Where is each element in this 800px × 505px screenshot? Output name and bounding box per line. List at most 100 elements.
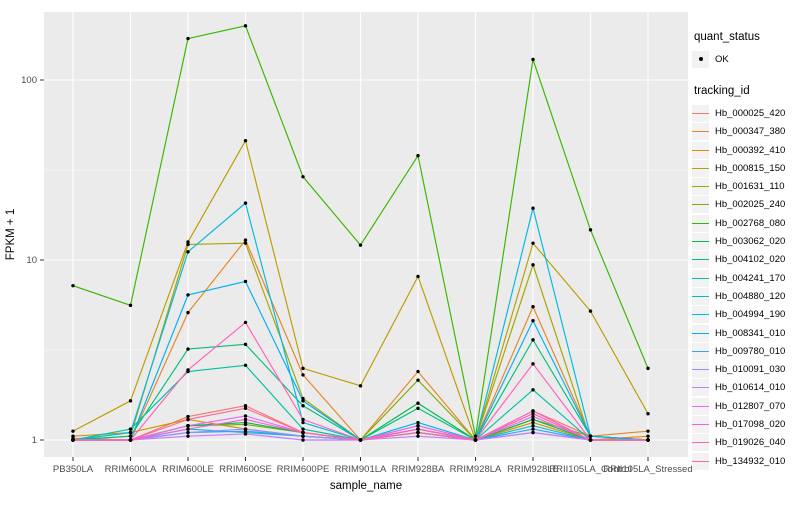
legend-group-tracking-id: tracking_id Hb_000025_420 Hb_000347_380 Hb… [692,84,800,470]
legend-label: Hb_000347_380 [715,126,786,138]
legend-line-swatch [692,204,709,206]
x-axis-tick-label: RRIM928LA [450,464,502,475]
legend-line-swatch [692,277,709,279]
legend-label: Hb_000392_410 [715,144,786,156]
legend-line-swatch [692,295,709,297]
legend-label: Hb_004994_190 [715,309,786,321]
legend-title-quant-status: quant_status [694,31,760,43]
y-axis-title: FPKM + 1 [5,209,17,260]
legend-items-tracking-id: Hb_000025_420 Hb_000347_380 Hb_000392_410 H… [692,104,800,470]
legend-item-Hb_017098_020: Hb_017098_020 [692,415,800,433]
legend-line-swatch [692,442,709,444]
legend-line-swatch [692,369,709,371]
legend-key-box [692,178,709,196]
legend-line-swatch [692,131,709,133]
legend-key-box [692,251,709,269]
data-points [71,24,650,442]
legend-line-swatch [692,387,709,389]
y-axis-tick-label: 10 [26,255,37,266]
legend-line-swatch [692,149,709,151]
legend-key-box [692,415,709,433]
legend-label: Hb_002768_080 [715,217,786,229]
legend-label: Hb_000815_150 [715,162,786,174]
legend-item-Hb_003062_020: Hb_003062_020 [692,232,800,251]
legend-label: Hb_008341_010 [715,327,786,339]
legend-panel: quant_status OK tracking_id Hb_000025_42… [692,30,800,486]
legend-line-swatch [692,186,709,188]
legend-item-Hb_010614_010: Hb_010614_010 [692,379,800,397]
legend-label: Hb_002025_240 [715,199,786,211]
legend-item-Hb_004994_190: Hb_004994_190 [692,306,800,324]
legend-line-swatch [692,314,709,316]
legend-label: Hb_134932_010 [715,455,786,467]
legend-group-quant-status: quant_status OK [692,30,800,68]
point-marker-icon [698,57,703,62]
legend-item-Hb_012807_070: Hb_012807_070 [692,397,800,415]
legend-label: Hb_000025_420 [715,107,786,119]
legend-key-box [692,50,709,68]
legend-item-Hb_004880_120: Hb_004880_120 [692,287,800,305]
x-axis-tick-label: PB350LA [53,464,94,475]
legend-item-Hb_019026_040: Hb_019026_040 [692,434,800,452]
legend-line-swatch [692,460,709,462]
legend-label: Hb_003062_020 [715,236,786,248]
legend-label: Hb_010614_010 [715,382,786,394]
legend-key-box [692,306,709,324]
legend-key-box [692,214,709,232]
legend-item-Hb_010091_030: Hb_010091_030 [692,360,800,379]
legend-label: Hb_017098_020 [715,418,786,430]
legend-item-Hb_004102_020: Hb_004102_020 [692,251,800,269]
legend-key-box [692,233,709,251]
legend-key-box [692,379,709,397]
legend-line-swatch [692,167,709,169]
legend-line-swatch [692,259,709,261]
legend-line-swatch [692,350,709,352]
legend-item-Hb_002768_080: Hb_002768_080 [692,214,800,232]
legend-label: Hb_009780_010 [715,345,786,357]
axes: 1 10 100 PB350LA RRIM600LA RRIM600LE RRIM600SE… [21,75,692,475]
legend-item-Hb_004241_170: Hb_004241_170 [692,269,800,287]
legend-key-box [692,434,709,452]
x-axis-title: sample_name [330,480,402,492]
plot-panel [44,12,688,457]
legend-label: Hb_004241_170 [715,272,786,284]
legend-item-Hb_000815_150: Hb_000815_150 [692,159,800,177]
legend-key-box [692,287,709,305]
legend-label: Hb_019026_040 [715,437,786,449]
legend-key-box [692,342,709,360]
x-axis-tick-label: RRIM600LE [162,464,214,475]
legend-label: Hb_004880_120 [715,290,786,302]
x-axis-tick-label: RRIM600SE [219,464,272,475]
x-axis-tick-label: RRIM600PE [277,464,330,475]
legend-line-swatch [692,222,709,224]
x-axis-tick-label: RRIM901LA [335,464,387,475]
gridlines [44,12,688,457]
legend-item-Hb_000392_410: Hb_000392_410 [692,141,800,159]
y-axis-tick-label: 100 [21,75,37,86]
legend-item-Hb_000025_420: Hb_000025_420 [692,104,800,122]
legend-item-Hb_002025_240: Hb_002025_240 [692,196,800,214]
legend-key-box [692,452,709,470]
legend-item-Hb_008341_010: Hb_008341_010 [692,324,800,342]
legend-key-box [692,269,709,287]
legend-key-box [692,104,709,122]
legend-label-ok: OK [715,53,729,65]
legend-line-swatch [692,112,709,114]
x-axis-tick-label: RRIM928LE [507,464,559,475]
legend-label: Hb_012807_070 [715,400,786,412]
x-axis-tick-label: RRIM928BA [392,464,445,475]
legend-title-tracking-id: tracking_id [694,85,750,98]
legend-key-box [692,196,709,214]
legend-item-Hb_134932_010: Hb_134932_010 [692,452,800,470]
x-axis-tick-label: RRIM600LA [105,464,157,475]
legend-label: Hb_004102_020 [715,254,786,266]
legend-item-Hb_000347_380: Hb_000347_380 [692,123,800,141]
legend-key-box [692,397,709,415]
x-axis-tick-label: RRII105LA_Stressed [603,464,692,475]
legend-line-swatch [692,241,709,243]
legend-key-box [692,141,709,159]
legend-label: Hb_010091_030 [715,364,786,376]
y-axis-tick-label: 1 [32,435,37,446]
